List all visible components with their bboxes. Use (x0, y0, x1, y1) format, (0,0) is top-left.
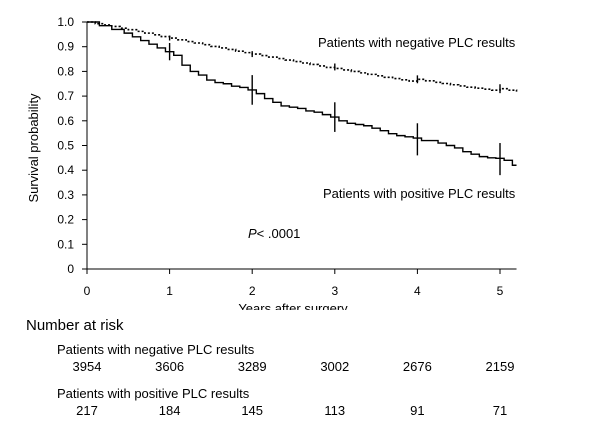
x-tick-label: 3 (331, 284, 338, 298)
risk-group-negative-label: Patients with negative PLC results (57, 342, 255, 357)
y-tick-label: 0.9 (57, 40, 74, 54)
y-tick-label: 0.7 (57, 89, 74, 103)
risk-value-positive: 184 (158, 403, 181, 418)
risk-group-positive-label: Patients with positive PLC results (57, 386, 250, 401)
risk-value-negative: 3954 (72, 359, 102, 374)
y-tick-label: 0.3 (57, 188, 74, 202)
p-value-annotation: P< .0001 (248, 226, 300, 241)
y-tick-label: 0.1 (57, 237, 74, 251)
risk-value-negative: 3289 (237, 359, 267, 374)
risk-table-title: Number at risk (26, 317, 124, 334)
series-label-positive: Patients with positive PLC results (323, 186, 516, 201)
risk-value-negative: 3606 (155, 359, 185, 374)
risk-value-positive: 145 (241, 403, 264, 418)
risk-value-positive: 113 (324, 403, 346, 418)
y-axis-title: Survival probability (26, 93, 41, 203)
risk-value-positive: 71 (492, 403, 508, 418)
y-tick-label: 0.2 (57, 213, 74, 227)
km-survival-chart: 0 0.1 0.2 0.3 0.4 0.5 0.6 0.7 0.8 0.9 1.0 0 1 2 3 4 5 Su… (26, 15, 518, 310)
x-tick-label: 4 (414, 284, 421, 298)
x-tick-label: 0 (84, 284, 91, 298)
y-tick-label: 0.8 (57, 64, 74, 78)
y-tick-label: 0.6 (57, 114, 74, 128)
x-axis-title: Years after surgery (238, 301, 348, 310)
risk-value-negative: 2676 (402, 359, 432, 374)
series-label-negative: Patients with negative PLC results (318, 35, 516, 50)
risk-value-negative: 2159 (485, 359, 515, 374)
series-line-positive (87, 21, 517, 166)
x-tick-label: 5 (497, 284, 504, 298)
y-tick-label: 0.5 (57, 139, 74, 153)
series-line-negative (87, 21, 518, 92)
y-tick-label: 0 (67, 262, 74, 276)
axes: 0 0.1 0.2 0.3 0.4 0.5 0.6 0.7 0.8 0.9 1.0 0 1 2 3 4 5 (57, 15, 517, 298)
risk-value-positive: 217 (76, 403, 98, 418)
x-tick-label: 1 (166, 284, 173, 298)
series-layer (87, 21, 518, 176)
y-tick-label: 1.0 (57, 15, 74, 29)
risk-value-negative: 3002 (320, 359, 350, 374)
risk-value-positive: 91 (410, 403, 425, 418)
y-tick-label: 0.4 (57, 163, 74, 177)
x-tick-label: 2 (249, 284, 256, 298)
